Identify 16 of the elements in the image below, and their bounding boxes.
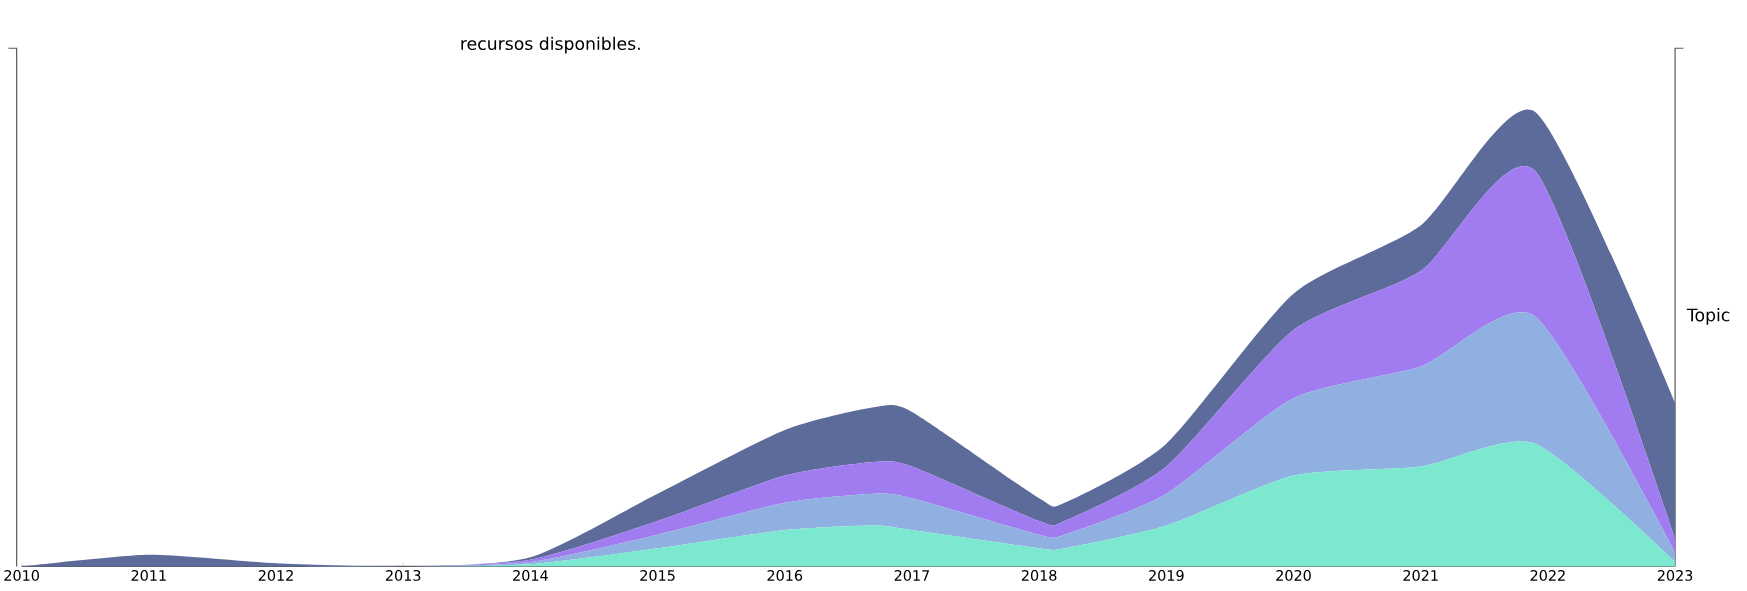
x-tick-label: 2015 [640,569,675,581]
chart-title: recursos disponibles. [461,36,640,54]
x-tick-label: 2014 [513,569,548,581]
x-tick-label: 2011 [131,569,166,581]
x-tick-label: 2010 [4,569,39,581]
x-tick-label: 2016 [767,569,803,581]
text: Topic [1686,307,1730,325]
x-tick-label: 2020 [1276,569,1311,581]
x-tick-label: 2012 [258,569,293,581]
x-tick-label: 2023 [1657,569,1693,581]
x-tick-label: 2018 [1021,569,1057,581]
x-tick-label: 2017 [894,569,930,581]
x-tick-label: 2013 [385,569,421,581]
x-tick-label: 2019 [1149,569,1184,581]
x-tick-label: 2022 [1530,569,1565,581]
x-tick-label: 2021 [1403,569,1438,581]
